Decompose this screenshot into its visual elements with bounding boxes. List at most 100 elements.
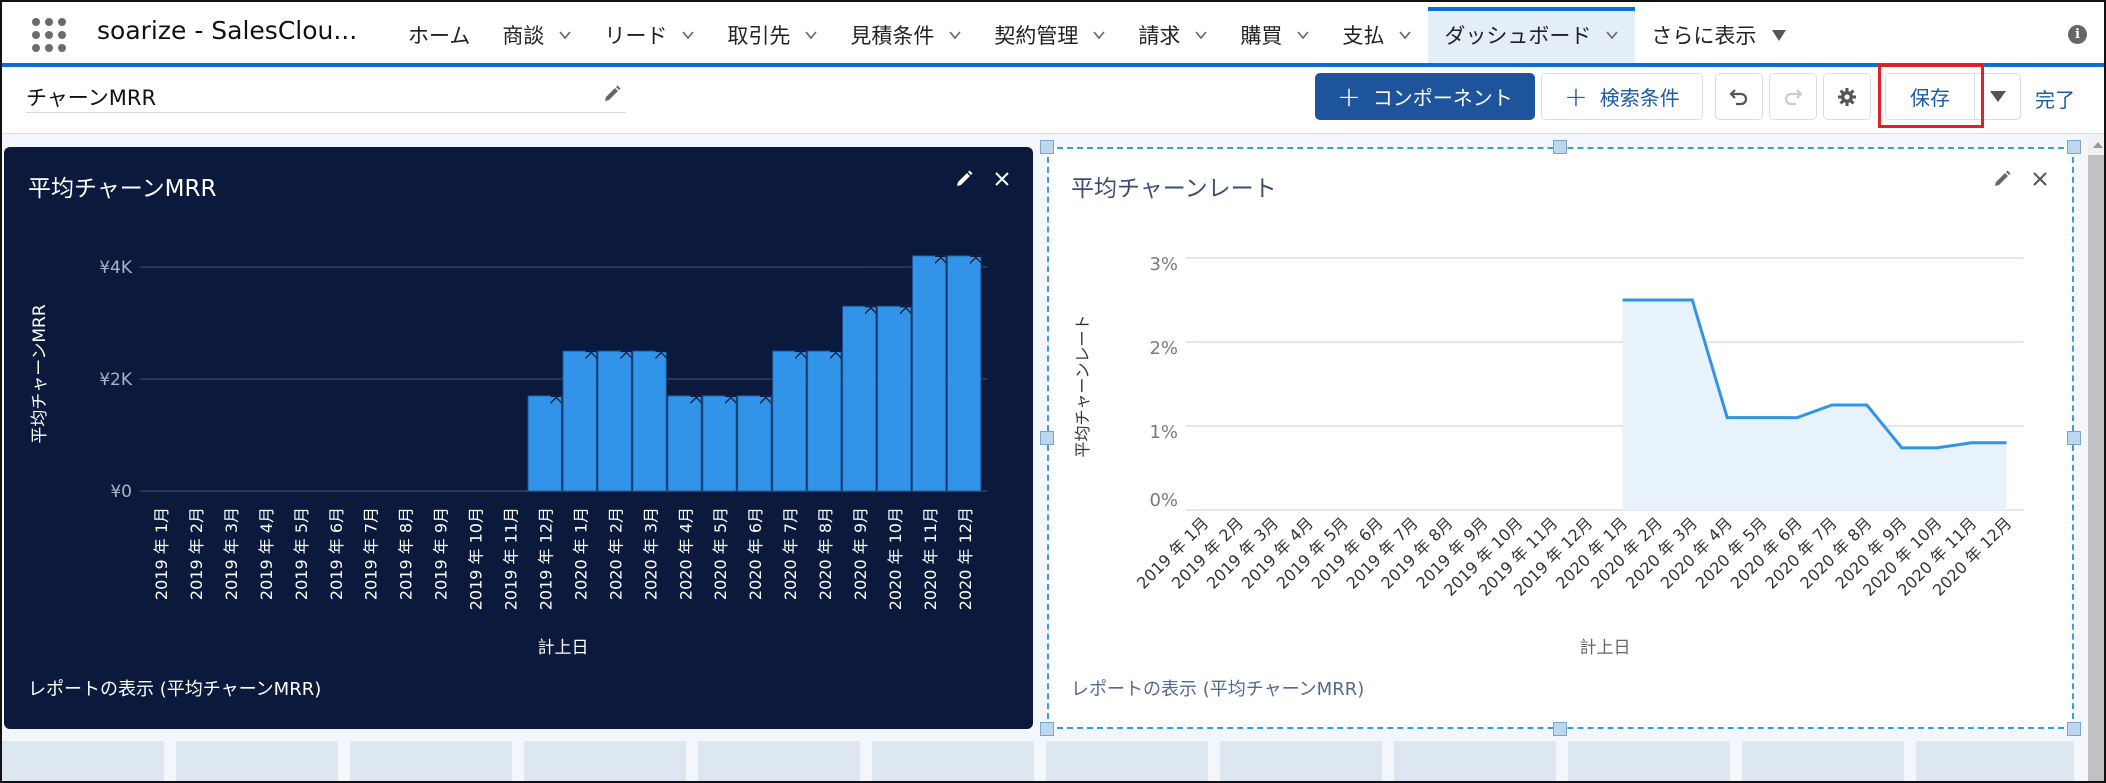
close-icon[interactable] <box>2030 169 2050 189</box>
svg-text:2019 年 8月: 2019 年 8月 <box>397 507 416 600</box>
nav-tab-label: 請求 <box>1138 24 1181 48</box>
nav-tab-label: 購買 <box>1240 24 1283 48</box>
chevron-down-icon <box>1195 31 1207 40</box>
add-component-button[interactable]: + コンポーネント <box>1315 73 1535 120</box>
nav-tab[interactable]: 商談 <box>486 7 588 63</box>
svg-text:2020 年 7月: 2020 年 7月 <box>781 507 800 600</box>
grid-placeholder-tile <box>1568 741 1730 781</box>
nav-tab[interactable]: 取引先 <box>711 7 834 63</box>
chevron-down-icon <box>682 31 694 40</box>
svg-text:¥ 4.2K: ¥ 4.2K <box>966 216 984 265</box>
grid-placeholder-tile <box>1220 741 1382 781</box>
chevron-down-icon <box>805 31 817 40</box>
nav-tab[interactable]: 支払 <box>1326 7 1428 63</box>
chart-card-avg-churn-rate[interactable]: 平均チャーンレート レポートの表示 (平均チャーンMRR) <box>1047 147 2074 729</box>
scroll-up-arrow[interactable] <box>2088 135 2104 155</box>
edit-pencil-icon[interactable] <box>954 169 974 189</box>
global-nav: soarize - SalesClou... ホーム 商談 リード 取引先 見積条件 契約… <box>2 2 2104 63</box>
svg-text:2019 年 1月: 2019 年 1月 <box>152 507 171 600</box>
svg-text:¥ 2.5K: ¥ 2.5K <box>616 311 634 360</box>
svg-text:¥2K: ¥2K <box>99 370 133 390</box>
grid-placeholder-tile <box>698 741 860 781</box>
chevron-down-icon <box>1399 31 1411 40</box>
view-report-link[interactable]: レポートの表示 (平均チャーンMRR) <box>1071 679 1365 700</box>
svg-text:2020 年 1月: 2020 年 1月 <box>571 507 590 600</box>
svg-text:2020 年 9月: 2020 年 9月 <box>851 507 870 600</box>
svg-text:2020 年 4月: 2020 年 4月 <box>676 507 695 600</box>
grid-placeholder-tile <box>524 741 686 781</box>
chevron-down-icon <box>559 31 571 40</box>
plus-icon: + <box>1564 79 1588 113</box>
caret-down-icon <box>1772 29 1787 41</box>
app-name: soarize - SalesClou... <box>97 16 358 45</box>
svg-text:2019 年 3月: 2019 年 3月 <box>222 507 241 600</box>
svg-text:2020 年 11月: 2020 年 11月 <box>921 507 940 610</box>
grid-placeholder-tile <box>350 741 512 781</box>
svg-text:¥ 2.5K: ¥ 2.5K <box>826 311 844 360</box>
svg-text:¥ 3.3K: ¥ 3.3K <box>861 266 879 315</box>
grid-placeholder-tile <box>1046 741 1208 781</box>
scrollbar-thumb[interactable] <box>2088 155 2104 781</box>
chevron-down-icon <box>949 31 961 40</box>
resize-handle-top-right[interactable] <box>2067 140 2081 154</box>
redo-icon <box>1784 88 1803 105</box>
nav-tab[interactable]: ダッシュボード <box>1428 7 1636 63</box>
redo-button[interactable] <box>1769 73 1817 120</box>
svg-text:¥ 1.7K: ¥ 1.7K <box>686 356 704 405</box>
nav-tab-label: 契約管理 <box>994 24 1079 48</box>
edit-pencil-icon[interactable] <box>1992 169 2012 189</box>
settings-button[interactable] <box>1823 73 1871 120</box>
svg-text:2019 年 4月: 2019 年 4月 <box>257 507 276 600</box>
nav-tab[interactable]: リード <box>588 7 711 63</box>
svg-text:2019 年 12月: 2019 年 12月 <box>536 507 555 610</box>
svg-text:2019 年 9月: 2019 年 9月 <box>432 507 451 600</box>
save-button-group: 保存 <box>1885 73 2021 120</box>
done-link[interactable]: 完了 <box>2035 88 2075 112</box>
grid-placeholder-tile <box>1916 741 2074 781</box>
close-icon[interactable] <box>992 169 1012 189</box>
svg-text:¥ 1.7K: ¥ 1.7K <box>756 356 774 405</box>
view-report-link[interactable]: レポートの表示 (平均チャーンMRR) <box>28 679 322 700</box>
save-button[interactable]: 保存 <box>1886 74 1975 119</box>
resize-handle-right[interactable] <box>2067 431 2081 445</box>
nav-tab-label: ダッシュボード <box>1444 24 1592 48</box>
resize-handle-bottom[interactable] <box>1553 722 1567 736</box>
add-filter-button[interactable]: + 検索条件 <box>1541 73 1703 120</box>
dashboard-title: チャーンMRR <box>26 86 157 110</box>
grid-placeholder-tile <box>1394 741 1556 781</box>
nav-tab[interactable]: 契約管理 <box>978 7 1122 63</box>
grid-placeholder-tile <box>176 741 338 781</box>
svg-text:2019 年 5月: 2019 年 5月 <box>292 507 311 600</box>
nav-tab[interactable]: 購買 <box>1224 7 1326 63</box>
nav-tab-label: リード <box>604 24 668 48</box>
chart-card-avg-churn-mrr[interactable]: 平均チャーンMRR ¥0 ¥2K ¥4K 平均チャーンMRR ¥ 1.7K ¥ 2.5K ¥… <box>4 147 1033 729</box>
svg-text:2019 年 7月: 2019 年 7月 <box>362 507 381 600</box>
nav-tab-label: 商談 <box>502 24 545 48</box>
svg-text:¥ 1.7K: ¥ 1.7K <box>721 356 739 405</box>
add-component-label: コンポーネント <box>1372 86 1513 110</box>
resize-handle-bottom-left[interactable] <box>1040 722 1054 736</box>
edit-pencil-icon[interactable] <box>602 84 622 104</box>
save-options-dropdown[interactable] <box>1975 74 2020 119</box>
resize-handle-left[interactable] <box>1040 431 1054 445</box>
nav-tab[interactable]: 請求 <box>1122 7 1224 63</box>
resize-handle-top[interactable] <box>1553 140 1567 154</box>
chevron-down-icon <box>1093 31 1105 40</box>
app-launcher-icon[interactable] <box>32 18 66 52</box>
nav-tab[interactable]: 見積条件 <box>834 7 978 63</box>
dashboard-title-field[interactable]: チャーンMRR <box>26 82 626 113</box>
undo-icon <box>1729 88 1748 105</box>
svg-text:2020 年 12月: 2020 年 12月 <box>956 507 975 610</box>
card-title: 平均チャーンMRR <box>28 176 217 202</box>
nav-more-menu[interactable]: さらに表示 <box>1635 7 1802 63</box>
vertical-scrollbar[interactable] <box>2088 135 2104 781</box>
nav-tab-label: 取引先 <box>727 24 791 48</box>
gear-icon <box>1838 87 1856 106</box>
nav-tab[interactable]: ホーム <box>392 7 486 63</box>
svg-text:2019 年 6月: 2019 年 6月 <box>327 507 346 600</box>
info-icon[interactable]: i <box>2068 25 2087 44</box>
undo-button[interactable] <box>1715 73 1763 120</box>
resize-handle-bottom-right[interactable] <box>2067 722 2081 736</box>
resize-handle-top-left[interactable] <box>1040 140 1054 154</box>
